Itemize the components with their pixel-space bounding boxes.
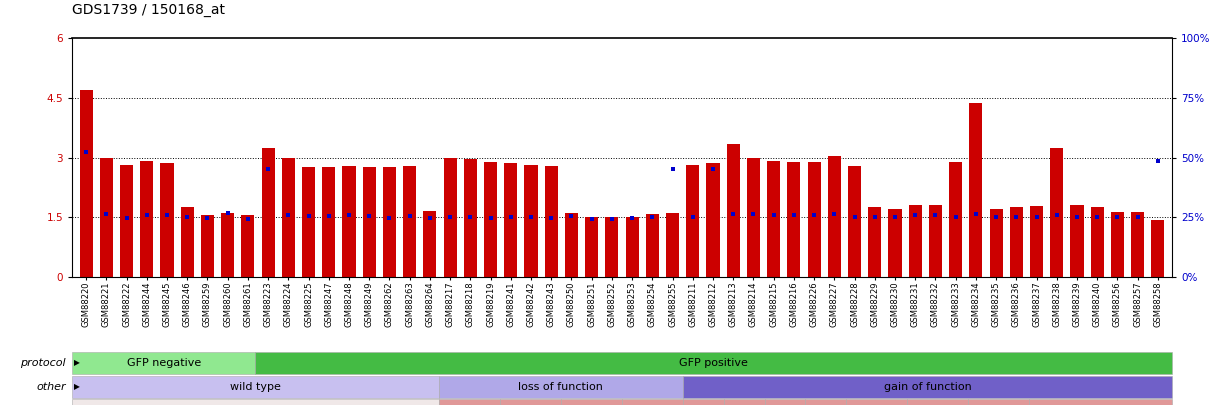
Bar: [888, 209, 902, 277]
Bar: [524, 165, 537, 277]
Text: wild type: wild type: [229, 382, 281, 392]
Text: other: other: [37, 382, 66, 392]
Bar: [666, 213, 679, 277]
Bar: [423, 211, 437, 277]
Bar: [1050, 147, 1064, 277]
Bar: [302, 167, 315, 277]
Bar: [645, 214, 659, 277]
Bar: [848, 166, 861, 277]
Bar: [180, 207, 194, 277]
Bar: [1110, 213, 1124, 277]
Text: gain of function: gain of function: [883, 382, 972, 392]
Bar: [767, 161, 780, 277]
Bar: [1010, 207, 1023, 277]
Bar: [726, 143, 740, 277]
Bar: [483, 162, 497, 277]
Bar: [869, 207, 881, 277]
Bar: [323, 167, 335, 277]
Bar: [261, 147, 275, 277]
Bar: [221, 213, 234, 277]
Bar: [807, 162, 821, 277]
Bar: [504, 164, 518, 277]
Bar: [545, 166, 558, 277]
Text: protocol: protocol: [20, 358, 66, 368]
Bar: [1070, 205, 1083, 277]
Bar: [1151, 220, 1164, 277]
Bar: [443, 158, 456, 277]
Bar: [242, 215, 254, 277]
Bar: [363, 167, 375, 277]
Bar: [909, 205, 921, 277]
Text: loss of function: loss of function: [519, 382, 604, 392]
Text: ▶: ▶: [75, 358, 80, 367]
Bar: [140, 162, 153, 277]
Text: GFP negative: GFP negative: [126, 358, 201, 368]
Bar: [342, 166, 356, 277]
Bar: [828, 156, 840, 277]
Bar: [99, 158, 113, 277]
Bar: [80, 90, 93, 277]
Bar: [282, 158, 294, 277]
Bar: [585, 217, 599, 277]
Bar: [383, 167, 396, 277]
Text: GDS1739 / 150168_at: GDS1739 / 150168_at: [72, 3, 225, 17]
Bar: [1131, 213, 1145, 277]
Bar: [686, 165, 699, 277]
Text: ▶: ▶: [75, 382, 80, 391]
Bar: [989, 209, 1002, 277]
Bar: [404, 166, 416, 277]
Text: GFP positive: GFP positive: [680, 358, 748, 368]
Bar: [969, 102, 983, 277]
Bar: [626, 217, 639, 277]
Bar: [948, 162, 962, 277]
Bar: [1029, 206, 1043, 277]
Bar: [929, 205, 942, 277]
Bar: [605, 217, 618, 277]
Bar: [120, 166, 134, 277]
Bar: [788, 162, 800, 277]
Bar: [707, 164, 719, 277]
Bar: [201, 215, 213, 277]
Bar: [747, 158, 760, 277]
Bar: [161, 164, 173, 277]
Bar: [564, 213, 578, 277]
Bar: [464, 160, 477, 277]
Bar: [1091, 207, 1104, 277]
